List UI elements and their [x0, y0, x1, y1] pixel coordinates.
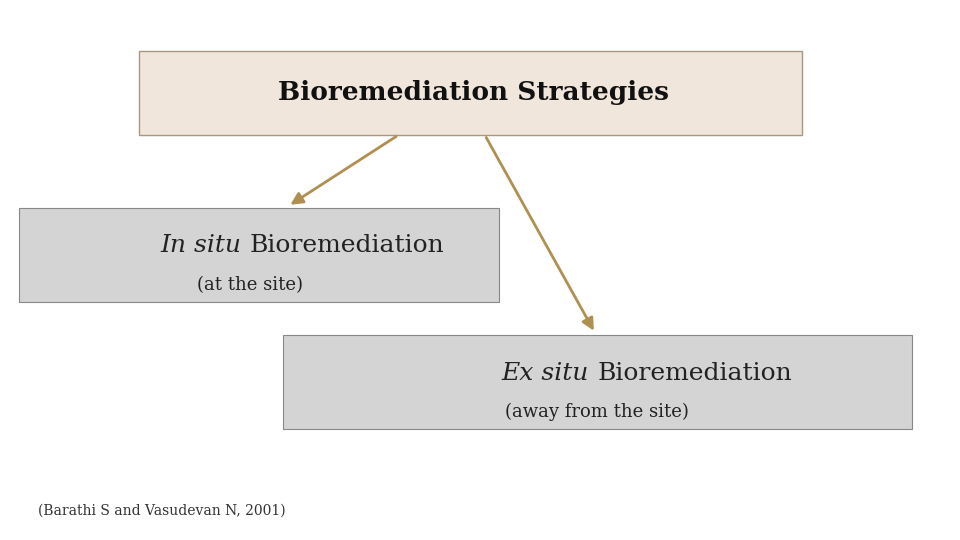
Text: Bioremediation: Bioremediation [250, 234, 444, 257]
Text: (Barathi S and Vasudevan N, 2001): (Barathi S and Vasudevan N, 2001) [38, 503, 286, 517]
Text: (at the site): (at the site) [197, 276, 302, 294]
Text: Ex situ: Ex situ [502, 362, 597, 385]
FancyBboxPatch shape [19, 208, 499, 302]
Text: In situ: In situ [160, 234, 250, 257]
FancyBboxPatch shape [283, 335, 912, 429]
FancyBboxPatch shape [139, 51, 802, 135]
Text: (away from the site): (away from the site) [505, 402, 689, 421]
Text: Bioremediation Strategies: Bioremediation Strategies [277, 80, 669, 105]
Text: Bioremediation: Bioremediation [597, 362, 792, 385]
